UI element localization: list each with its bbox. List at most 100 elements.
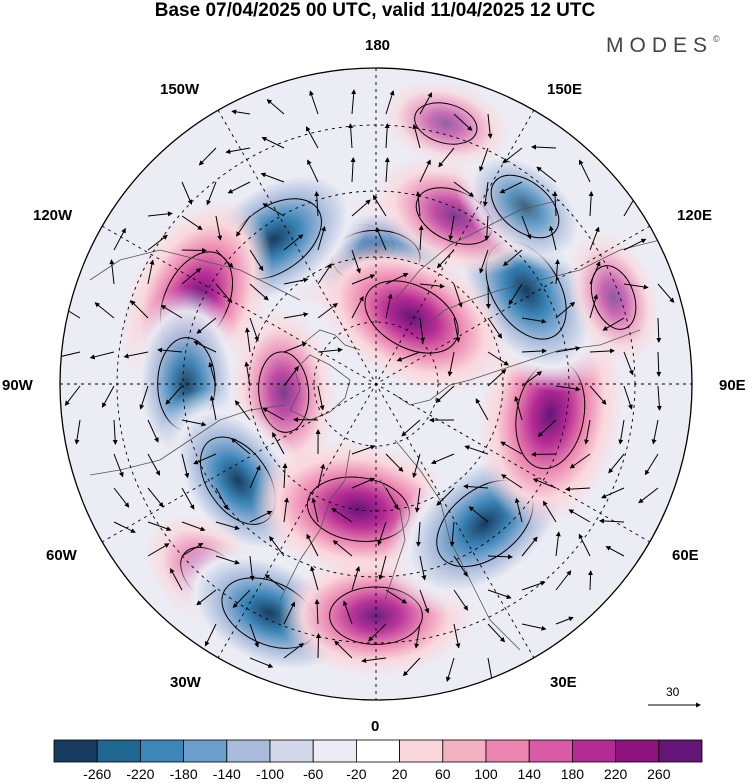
- wind-arrow: [113, 521, 136, 533]
- wind-arrow: [317, 263, 332, 285]
- wind-arrow: [500, 441, 523, 455]
- wind-arrow: [181, 521, 206, 532]
- wind-arrow: [436, 487, 455, 506]
- wind-arrow: [181, 215, 203, 230]
- wind-arrow: [521, 536, 538, 557]
- wind-arrow: [317, 463, 326, 489]
- wind-arrow: [656, 385, 662, 411]
- wind-arrow: [225, 147, 251, 154]
- wind-arrow: [205, 623, 217, 647]
- wind-arrow: [453, 283, 463, 308]
- graticule: [60, 68, 692, 700]
- wind-arrow: [215, 215, 223, 241]
- wind-arrow: [589, 226, 600, 251]
- wind-arrow: [464, 445, 489, 455]
- wind-arrow: [656, 317, 662, 343]
- wind-arrow: [89, 351, 115, 360]
- wind-arrow: [230, 437, 251, 455]
- wind-arrow: [385, 453, 404, 472]
- map-boundary: [59, 67, 693, 701]
- wind-arrow: [350, 157, 356, 183]
- lon-label-0: 0: [371, 718, 380, 735]
- wind-arrow: [499, 181, 523, 194]
- wind-arrow: [555, 301, 576, 319]
- wind-arrow: [272, 432, 285, 455]
- wind-arrow: [554, 259, 560, 285]
- wind-arrow: [102, 385, 115, 408]
- wind-arrow: [608, 453, 625, 474]
- wind-arrow: [623, 385, 633, 410]
- wind-arrow: [139, 385, 149, 410]
- wind-arrow: [487, 589, 512, 599]
- lon-label-30w: 30W: [170, 674, 201, 691]
- wind-arrow: [113, 487, 130, 508]
- wind-arrow: [475, 398, 489, 421]
- wind-arrow: [453, 113, 473, 131]
- wind-arrow: [419, 159, 431, 183]
- colorbar-tick-label: 100: [474, 766, 498, 782]
- wind-arrow: [599, 518, 625, 524]
- colorbar-swatch: [183, 739, 228, 763]
- wind-arrow: [375, 226, 387, 251]
- contour-neg-kamchatka: [490, 174, 560, 239]
- wind-arrow: [232, 589, 251, 609]
- wind-arrow: [181, 267, 202, 285]
- wind-arrow: [385, 273, 409, 285]
- colorbar-swatch: [53, 739, 98, 763]
- wind-arrow: [555, 346, 581, 353]
- wind-arrow: [283, 342, 308, 353]
- wind-arrow: [261, 137, 285, 149]
- wind-arrow: [334, 640, 353, 659]
- reference-vector-label: 30: [666, 685, 680, 699]
- wind-arrow: [249, 510, 273, 523]
- wind-arrow: [215, 555, 240, 565]
- wind-arrow: [64, 385, 81, 406]
- wind-arrow: [453, 555, 468, 577]
- colorbar-swatch: [528, 739, 573, 763]
- wind-arrow: [418, 225, 424, 251]
- wind-arrow: [147, 211, 173, 217]
- wind-arrow: [385, 487, 399, 510]
- wind-arrow: [656, 351, 662, 377]
- lon-label-180: 180: [365, 37, 391, 54]
- wind-arrow: [638, 487, 659, 504]
- wind-arrow: [147, 419, 159, 443]
- wind-arrow: [479, 249, 489, 274]
- wind-arrow: [412, 123, 421, 149]
- wind-arrow: [618, 419, 625, 445]
- wind-arrow: [487, 351, 510, 366]
- wind-arrow: [385, 90, 395, 115]
- wind-arrow: [536, 166, 557, 183]
- wind-arrow: [351, 295, 364, 319]
- wind-arrow: [569, 453, 591, 469]
- coastlines: [89, 199, 661, 651]
- lon-label-60w: 60W: [46, 547, 77, 564]
- anomaly-neg-kamchatka: [454, 140, 596, 273]
- colorbar-swatch: [442, 739, 487, 763]
- wind-arrow: [385, 293, 393, 319]
- wind-arrow: [196, 589, 217, 606]
- wind-arrow: [501, 474, 523, 489]
- wind-arrow: [342, 600, 353, 625]
- wind-arrow: [521, 371, 543, 387]
- wind-arrow: [447, 351, 455, 377]
- colorbar: [53, 739, 703, 763]
- wind-arrow: [402, 657, 421, 677]
- wind-arrow: [215, 249, 234, 268]
- wind-arrow: [623, 238, 647, 251]
- wind-arrow: [487, 113, 493, 139]
- map-title: Base 07/04/2025 00 UTC, valid 11/04/2025…: [154, 0, 596, 21]
- wind-arrow: [236, 215, 251, 237]
- wind-arrow: [157, 347, 183, 353]
- wind-arrow: [249, 283, 269, 301]
- wind-arrow: [262, 407, 285, 421]
- wind-arrow: [555, 385, 581, 392]
- wind-arrow: [482, 181, 489, 207]
- wind-arrow: [555, 616, 574, 625]
- wind-arrow: [314, 191, 320, 217]
- wind-arrow: [531, 144, 557, 150]
- wind-arrow: [315, 633, 321, 659]
- wind-arrow: [147, 259, 155, 285]
- wind-arrow: [414, 487, 421, 513]
- wind-arrow: [193, 453, 217, 465]
